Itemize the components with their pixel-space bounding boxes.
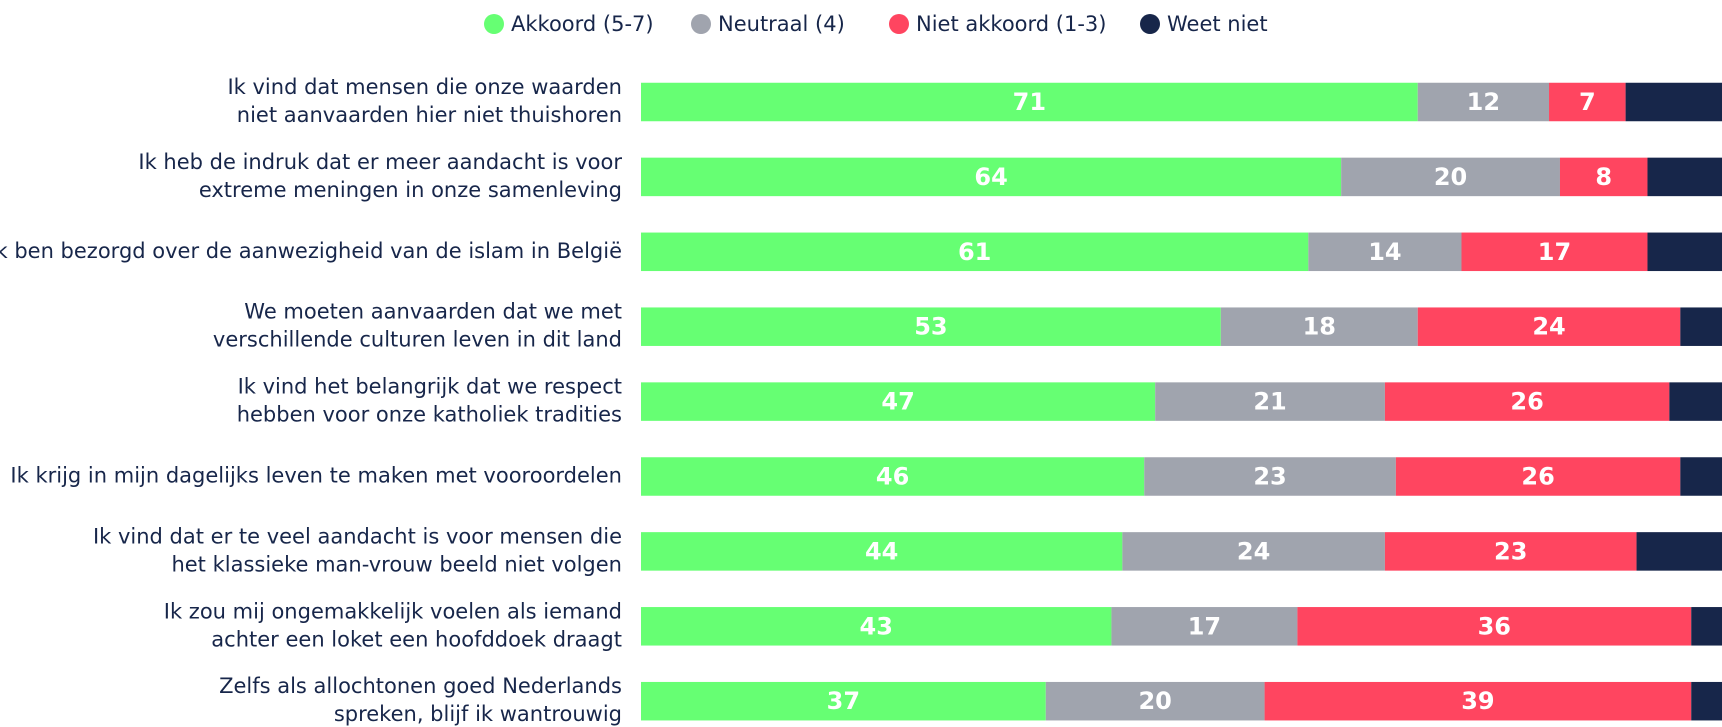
bar-segment	[1341, 157, 1560, 197]
bar-segment	[641, 457, 1145, 496]
value-label: 8	[1595, 163, 1612, 191]
bar-segment	[1308, 232, 1462, 272]
bar-segment	[1384, 532, 1637, 571]
bar-segment	[641, 607, 1112, 646]
bar-segment	[1417, 307, 1681, 346]
category-label: Ik ben bezorgd over de aanwezigheid van …	[0, 239, 622, 263]
value-label: 17	[1538, 238, 1571, 266]
value-label: 14	[1368, 238, 1401, 266]
legend-label: Akkoord (5-7)	[511, 12, 654, 36]
bar-segment	[1384, 382, 1670, 421]
bar-segment	[641, 532, 1123, 571]
bar-segment	[1691, 681, 1722, 721]
bar-segment	[1625, 82, 1722, 122]
value-label: 37	[827, 687, 860, 715]
legend-marker	[889, 14, 909, 34]
category-label: Ik krijg in mijn dagelijks leven te make…	[10, 464, 622, 488]
value-label: 71	[1013, 88, 1046, 116]
value-label: 26	[1510, 388, 1543, 416]
value-label: 23	[1253, 463, 1286, 491]
value-label: 61	[958, 238, 991, 266]
legend-marker	[1140, 14, 1160, 34]
category-label: Zelfs als allochtonen goed Nederlands	[219, 674, 622, 698]
category-label: Ik zou mij ongemakkelijk voelen als iema…	[164, 599, 622, 623]
value-label: 24	[1532, 313, 1565, 341]
value-label: 24	[1237, 537, 1270, 565]
category-label: verschillende culturen leven in dit land	[213, 328, 622, 352]
value-label: 44	[865, 537, 898, 565]
legend-marker	[484, 14, 504, 34]
value-label: 7	[1579, 88, 1596, 116]
category-label: het klassieke man-vrouw beeld niet volge…	[171, 552, 622, 576]
bar-segment	[1636, 532, 1722, 571]
value-label: 21	[1253, 388, 1286, 416]
bar-segment	[1045, 681, 1265, 721]
bar-segment	[1417, 82, 1550, 122]
bar-segment	[1297, 607, 1692, 646]
value-label: 20	[1434, 163, 1467, 191]
category-label: achter een loket een hoofddoek draagt	[211, 627, 622, 651]
category-label: niet aanvaarden hier niet thuishoren	[237, 103, 622, 127]
bar-segment	[1669, 382, 1722, 421]
legend-label: Niet akkoord (1-3)	[916, 12, 1106, 36]
bar-segment	[1220, 307, 1418, 346]
bar-segment	[1144, 457, 1396, 496]
value-label: 20	[1138, 687, 1171, 715]
value-label: 12	[1467, 88, 1500, 116]
bar-segment	[1549, 82, 1626, 122]
value-label: 64	[974, 163, 1007, 191]
bar-segment	[1647, 232, 1722, 272]
value-label: 26	[1521, 463, 1554, 491]
bar-segment	[1111, 607, 1298, 646]
bar-segment	[1647, 157, 1722, 197]
category-label: Ik vind dat er te veel aandacht is voor …	[93, 524, 622, 548]
bar-segment	[1461, 232, 1648, 272]
category-label: Ik heb de indruk dat er meer aandacht is…	[138, 150, 622, 174]
bar-segment	[1155, 382, 1385, 421]
bar-segment	[641, 232, 1309, 272]
category-label: hebben voor onze katholiek tradities	[237, 403, 622, 427]
category-label: spreken, blijf ik wantrouwig	[334, 702, 622, 726]
value-label: 43	[860, 612, 893, 640]
bar-segment	[641, 382, 1156, 421]
bar-segment	[1395, 457, 1681, 496]
legend-label: Weet niet	[1167, 12, 1268, 36]
value-label: 18	[1303, 313, 1336, 341]
category-label: Ik vind dat mensen die onze waarden	[227, 75, 622, 99]
bar-segment	[641, 307, 1221, 346]
bar-segment	[1680, 457, 1722, 496]
bar-segment	[641, 157, 1342, 197]
legend-marker	[691, 14, 711, 34]
bar-segment	[641, 681, 1046, 721]
bar-segment	[1559, 157, 1648, 197]
legend-label: Neutraal (4)	[718, 12, 845, 36]
bar-segment	[1122, 532, 1385, 571]
value-label: 23	[1494, 537, 1527, 565]
bar-segment	[1264, 681, 1692, 721]
value-label: 46	[876, 463, 909, 491]
value-label: 53	[914, 313, 947, 341]
bar-segment	[1680, 307, 1722, 346]
value-label: 36	[1478, 612, 1511, 640]
category-label: extreme meningen in onze samenleving	[199, 178, 622, 202]
bar-segment	[1691, 607, 1722, 646]
bar-segment	[641, 82, 1418, 122]
category-label: Ik vind het belangrijk dat we respect	[238, 375, 622, 399]
value-label: 17	[1188, 612, 1221, 640]
category-label: We moeten aanvaarden dat we met	[244, 300, 622, 324]
value-label: 39	[1461, 687, 1494, 715]
value-label: 47	[881, 388, 914, 416]
